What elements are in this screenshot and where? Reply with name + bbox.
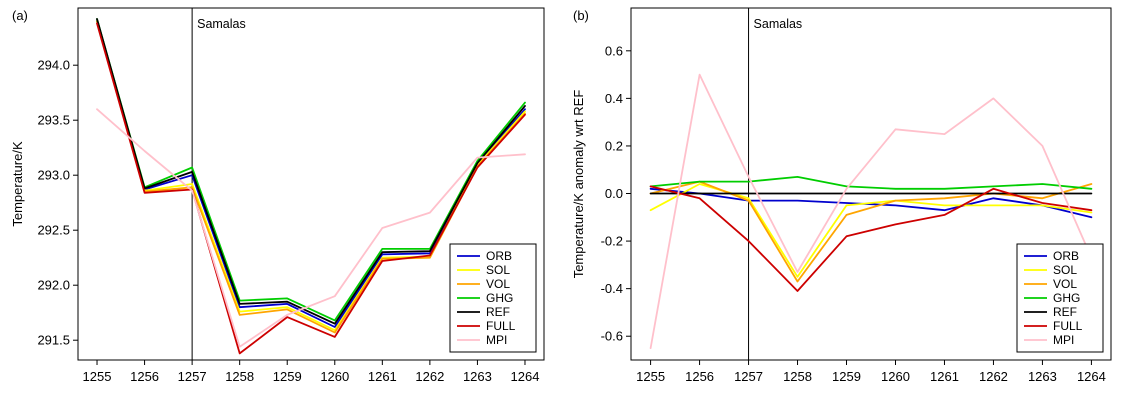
panel-b: 1255 1256 1257 1258 1259 1260 1261 1262 1263 1264…: [601, 7, 1112, 384]
y-tick-label: 291.5: [37, 333, 70, 348]
legend-label-MPI: MPI: [1053, 333, 1074, 347]
x-tick-label: 1263: [463, 369, 492, 384]
legend-label-FULL: FULL: [486, 319, 516, 333]
y-tick-label: 0.6: [605, 43, 623, 58]
y-tick-label: 292.5: [37, 223, 70, 238]
y-tick-label: 293.0: [37, 168, 70, 183]
series-line-GHG: [96, 18, 526, 322]
series-line-FULL: [96, 22, 526, 355]
legend-label-SOL: SOL: [486, 263, 510, 277]
x-tick-label: 1258: [783, 369, 812, 384]
x-tick-label: 1257: [734, 369, 763, 384]
x-tick-label: 1261: [930, 369, 959, 384]
y-tick-label: 293.5: [37, 113, 70, 128]
x-tick-label: 1260: [320, 369, 349, 384]
plot-box: [630, 7, 1112, 361]
series-line-MPI: [649, 73, 1093, 350]
y-tick-label: 294.0: [37, 58, 70, 73]
x-tick-label: 1257: [178, 369, 207, 384]
samalas-annotation: Samalas: [754, 17, 803, 31]
legend-label-REF: REF: [1053, 305, 1077, 319]
legend-label-GHG: GHG: [486, 291, 513, 305]
x-tick-label: 1263: [1028, 369, 1057, 384]
y-tick-label: 292.0: [37, 278, 70, 293]
panel-a-tag: (a): [12, 8, 28, 23]
legend-label-ORB: ORB: [486, 249, 512, 263]
legend-label-GHG: GHG: [1053, 291, 1080, 305]
legend-label-VOL: VOL: [1053, 277, 1077, 291]
x-tick-label: 1259: [273, 369, 302, 384]
plot-box: [77, 7, 545, 361]
x-tick-label: 1256: [685, 369, 714, 384]
panel-b-y-axis-label: Temperature/K anomaly wrt REF: [571, 89, 586, 279]
y-tick-label: -0.2: [601, 234, 623, 249]
y-tick-label: -0.4: [601, 281, 623, 296]
series-line-ORB: [649, 187, 1093, 219]
y-tick-label: 0.2: [605, 138, 623, 153]
legend-label-FULL: FULL: [1053, 319, 1083, 333]
legend-label-VOL: VOL: [486, 277, 510, 291]
x-tick-label: 1264: [511, 369, 540, 384]
x-tick-label: 1259: [832, 369, 861, 384]
y-tick-label: 0.0: [605, 186, 623, 201]
series-line-REF: [96, 18, 526, 325]
x-tick-label: 1262: [979, 369, 1008, 384]
samalas-annotation: Samalas: [197, 17, 246, 31]
legend-label-REF: REF: [486, 305, 510, 319]
legend-label-SOL: SOL: [1053, 263, 1077, 277]
series-line-FULL: [649, 185, 1093, 292]
legend-label-MPI: MPI: [486, 333, 507, 347]
x-tick-label: 1264: [1077, 369, 1106, 384]
x-tick-label: 1256: [130, 369, 159, 384]
x-tick-label: 1261: [368, 369, 397, 384]
series-line-GHG: [649, 175, 1093, 190]
series-line-MPI: [96, 108, 526, 348]
x-tick-label: 1255: [83, 369, 112, 384]
x-tick-label: 1255: [636, 369, 665, 384]
y-tick-label: 0.4: [605, 91, 623, 106]
panel-b-tag: (b): [573, 8, 589, 23]
y-tick-label: -0.6: [601, 329, 623, 344]
x-tick-label: 1258: [225, 369, 254, 384]
x-tick-label: 1262: [415, 369, 444, 384]
panel-a-y-axis-label: Temperature/K: [10, 141, 25, 227]
legend-label-ORB: ORB: [1053, 249, 1079, 263]
x-tick-label: 1260: [881, 369, 910, 384]
panel-a: 1255 1256 1257 1258 1259 1260 1261 1262 1263 1264…: [37, 7, 545, 384]
